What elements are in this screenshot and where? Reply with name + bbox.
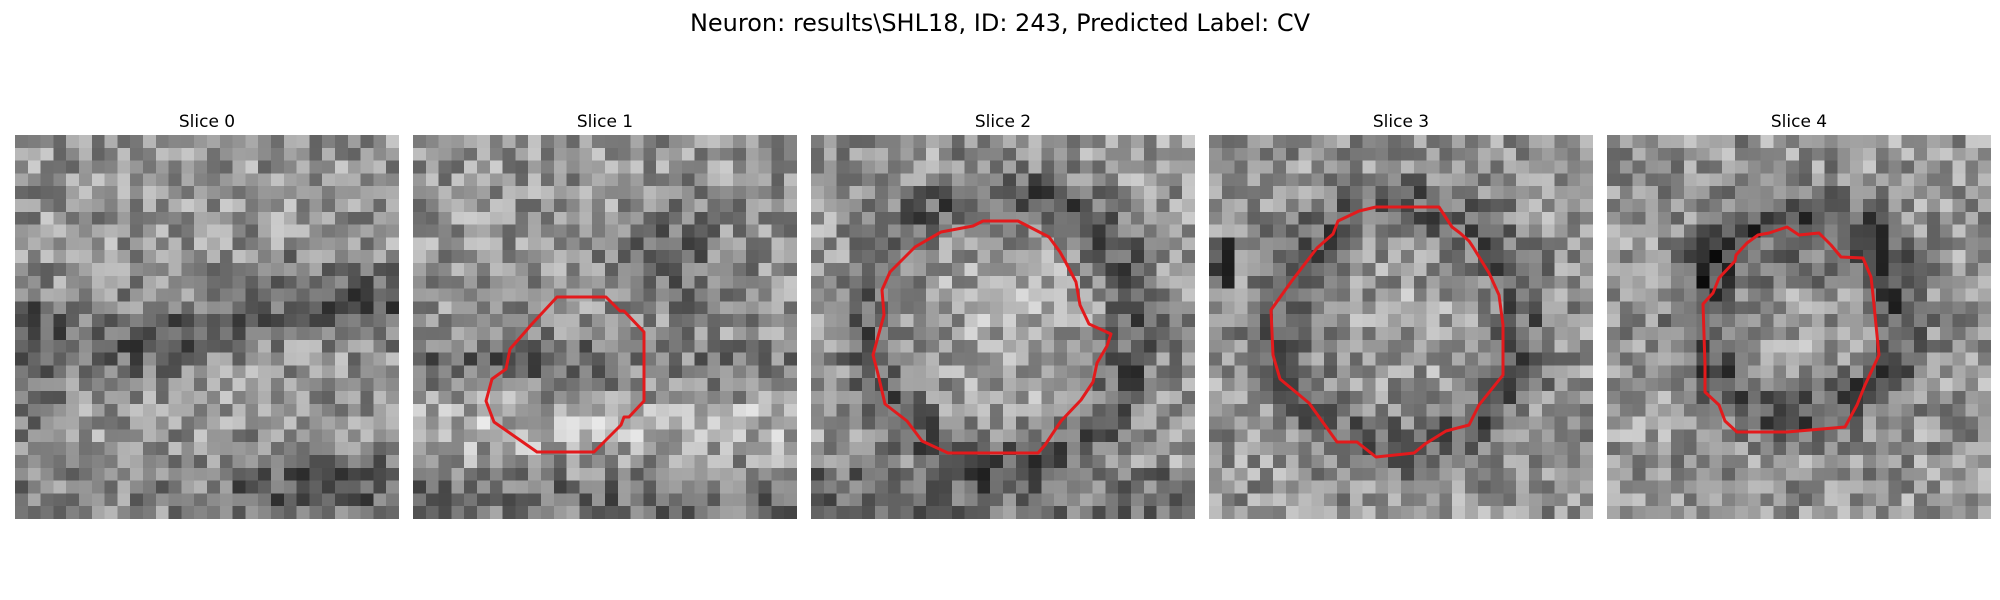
roi-contour — [871, 219, 1113, 455]
contour-overlay — [484, 295, 646, 454]
slice-title: Slice 0 — [178, 112, 236, 132]
slice-image — [811, 135, 1195, 519]
roi-contour — [1701, 225, 1881, 434]
slice-title: Slice 3 — [1372, 112, 1430, 132]
slice-title: Slice 1 — [576, 112, 634, 132]
contour-overlay — [1701, 225, 1881, 434]
contour-overlay — [15, 135, 399, 519]
roi-contour — [1269, 205, 1505, 459]
roi-contour — [484, 295, 646, 454]
slice-title: Slice 4 — [1770, 112, 1828, 132]
contour-overlay — [871, 219, 1113, 455]
slice-title: Slice 2 — [974, 112, 1032, 132]
slice-image — [413, 135, 797, 519]
slice-image — [15, 135, 399, 519]
contour-overlay — [1269, 205, 1505, 459]
slice-image — [1607, 135, 1991, 519]
figure-title: Neuron: results\SHL18, ID: 243, Predicte… — [689, 9, 1311, 37]
